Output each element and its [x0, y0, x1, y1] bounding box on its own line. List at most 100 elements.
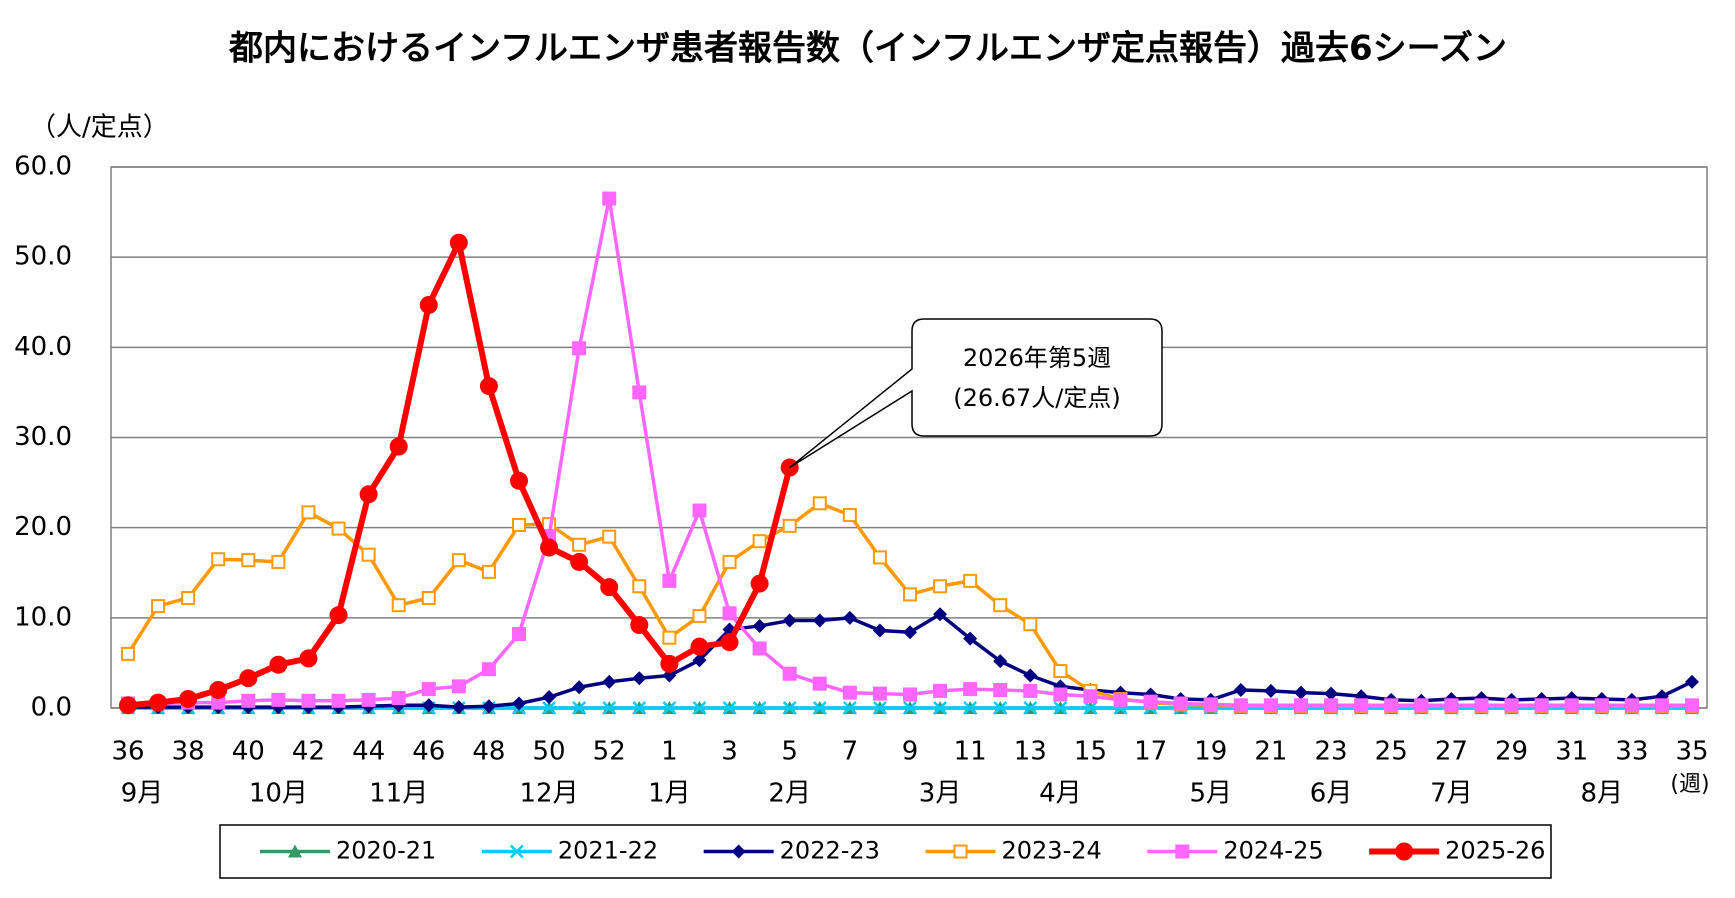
marker — [993, 682, 1008, 697]
marker — [1173, 696, 1188, 711]
legend-label: 2021-22 — [558, 837, 658, 865]
legend-item: 2025-26 — [1369, 837, 1545, 865]
marker — [1175, 844, 1190, 859]
x-tick-label: 5 — [781, 737, 798, 767]
marker — [692, 701, 707, 715]
marker — [211, 695, 226, 710]
marker — [572, 341, 587, 356]
marker — [842, 685, 857, 700]
y-tick-label: 10.0 — [14, 602, 72, 632]
marker — [690, 637, 709, 656]
marker — [572, 680, 587, 695]
marker — [1474, 698, 1489, 713]
y-tick-label: 30.0 — [14, 422, 72, 452]
legend-label: 2023-24 — [1002, 837, 1102, 865]
marker — [1414, 698, 1429, 713]
marker — [542, 690, 557, 705]
legend-label: 2020-21 — [336, 837, 436, 865]
x-tick-label: 21 — [1254, 737, 1287, 767]
marker — [1083, 701, 1098, 715]
x-tick-label: 23 — [1315, 737, 1348, 767]
marker — [1053, 664, 1068, 679]
marker — [873, 701, 887, 715]
marker — [903, 587, 917, 602]
marker — [1624, 698, 1639, 713]
marker — [389, 437, 408, 456]
x-tick-label: 29 — [1495, 737, 1528, 767]
y-axis-label: （人/定点） — [30, 113, 169, 143]
marker — [812, 701, 827, 715]
month-label: 1月 — [648, 779, 691, 809]
y-tick-label: 40.0 — [14, 332, 72, 362]
marker — [1324, 698, 1339, 713]
marker — [288, 844, 302, 858]
marker — [239, 669, 258, 688]
marker — [1654, 698, 1669, 713]
marker — [752, 701, 767, 715]
marker — [331, 521, 346, 536]
marker — [722, 606, 737, 621]
marker — [1233, 682, 1248, 697]
marker — [149, 693, 168, 712]
marker — [241, 693, 256, 708]
marker — [963, 631, 978, 646]
marker — [211, 552, 226, 567]
marker — [812, 676, 827, 691]
marker — [1263, 683, 1278, 698]
marker — [570, 552, 589, 571]
marker — [812, 496, 827, 511]
marker — [602, 191, 617, 206]
x-tick-label: 52 — [593, 737, 626, 767]
month-label: 9月 — [121, 779, 164, 809]
x-tick-label: 7 — [842, 737, 859, 767]
marker — [421, 682, 436, 697]
marker — [692, 653, 707, 668]
marker — [421, 590, 436, 605]
marker — [1354, 698, 1369, 713]
marker — [632, 701, 647, 715]
x-tick-label: 33 — [1615, 737, 1648, 767]
marker — [842, 701, 857, 715]
y-tick-label: 20.0 — [14, 512, 72, 542]
marker — [361, 692, 376, 707]
marker — [872, 686, 887, 701]
marker — [602, 529, 617, 544]
marker — [1023, 701, 1038, 715]
marker — [782, 666, 797, 681]
marker — [331, 693, 346, 708]
y-tick-label: 0.0 — [31, 693, 72, 723]
y-tick-label: 50.0 — [14, 242, 72, 272]
marker — [632, 671, 647, 686]
marker — [1263, 698, 1278, 713]
x-tick-label: 25 — [1375, 737, 1408, 767]
marker — [271, 554, 286, 569]
marker — [359, 485, 378, 504]
marker — [1395, 842, 1414, 861]
month-label: 4月 — [1039, 779, 1082, 809]
marker — [421, 698, 436, 713]
marker — [953, 844, 968, 859]
marker — [872, 623, 887, 638]
marker — [1324, 686, 1339, 701]
marker — [731, 844, 746, 859]
x-tick-label: 48 — [472, 737, 505, 767]
marker — [720, 633, 739, 652]
marker — [540, 538, 559, 557]
marker — [933, 579, 948, 594]
month-label: 3月 — [919, 779, 962, 809]
marker — [299, 649, 318, 668]
marker — [993, 598, 1008, 613]
marker — [1685, 674, 1699, 689]
marker — [481, 662, 496, 677]
marker — [121, 646, 135, 661]
marker — [419, 295, 438, 314]
marker — [512, 627, 526, 642]
month-label: 7月 — [1430, 779, 1473, 809]
marker — [933, 607, 948, 622]
marker — [1564, 698, 1579, 713]
marker — [1083, 689, 1098, 704]
marker — [1504, 698, 1519, 713]
month-label: 10月 — [249, 779, 308, 809]
month-label: 12月 — [520, 779, 579, 809]
marker — [722, 701, 737, 715]
